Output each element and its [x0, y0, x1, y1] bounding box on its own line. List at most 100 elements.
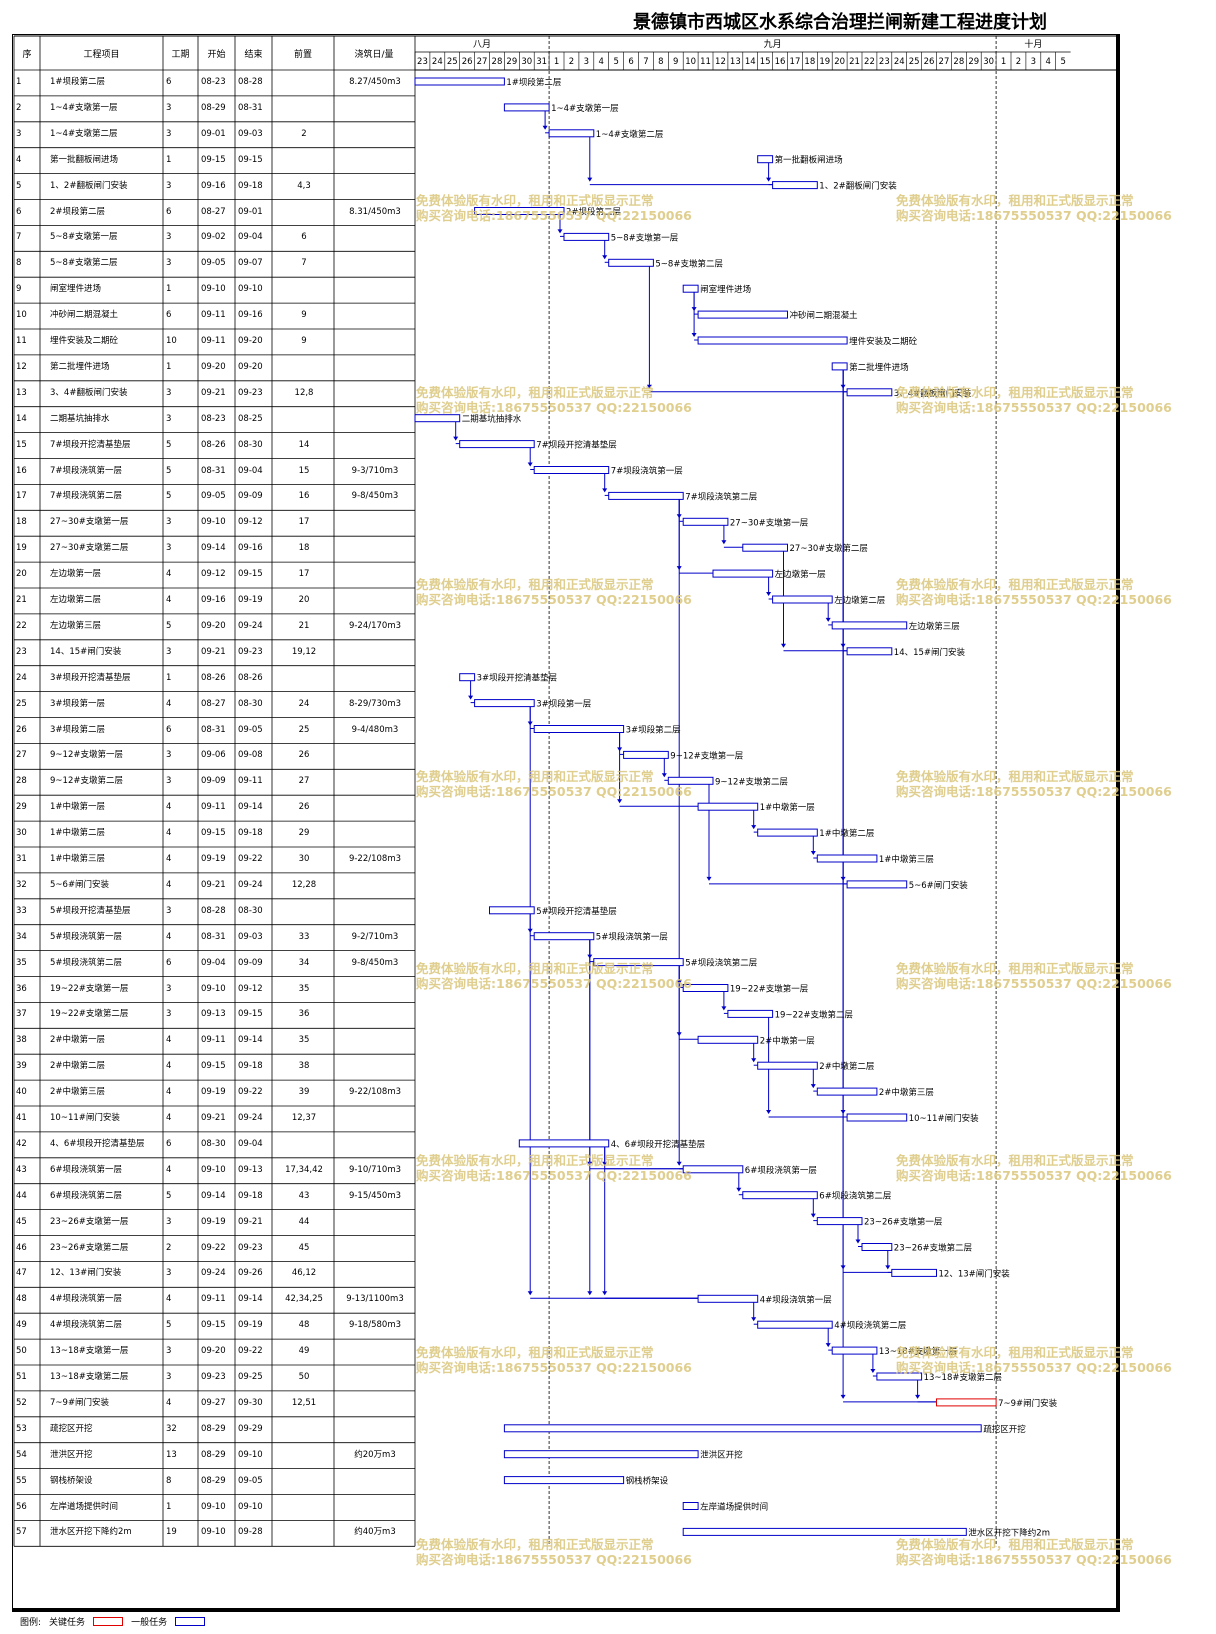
task-bar-label: 闸室埋件进场	[700, 284, 751, 295]
col-header-start[interactable]: 开始	[207, 50, 226, 60]
task-bar[interactable]	[772, 181, 818, 190]
cell-name: 2#中墩第一层	[50, 1035, 106, 1046]
task-bar[interactable]	[936, 1398, 997, 1407]
cell-dur: 10	[166, 336, 177, 346]
task-bar[interactable]	[533, 932, 595, 941]
task-bar[interactable]	[503, 1476, 625, 1485]
task-bar[interactable]	[503, 1424, 982, 1433]
task-bar-label: 27~30#支墩第二层	[790, 543, 868, 554]
task-bar[interactable]	[503, 1450, 699, 1459]
task-bar[interactable]	[563, 232, 610, 241]
task-bar-label: 7#坝段浇筑第二层	[685, 491, 757, 502]
task-bar[interactable]	[697, 310, 788, 319]
task-bar[interactable]	[891, 1268, 937, 1277]
task-bar-label: 1#中墩第一层	[760, 802, 815, 813]
watermark-line1: 免费体验版有水印，租用和正式版显示正常	[896, 769, 1134, 784]
task-bar-label: 第一批翻板闸进场	[775, 155, 843, 166]
task-bar-label: 左岸道场提供时间	[700, 1502, 768, 1513]
task-bar[interactable]	[474, 207, 565, 215]
task-bar[interactable]	[846, 1113, 908, 1122]
task-bar[interactable]	[533, 725, 625, 733]
cell-pour: 9-22/108m3	[348, 854, 402, 864]
watermark-line1: 免费体验版有水印，租用和正式版显示正常	[416, 1537, 654, 1552]
cell-pred	[275, 898, 333, 925]
task-bar[interactable]	[697, 1294, 759, 1303]
cell-end: 09-18	[238, 180, 263, 191]
task-bar[interactable]	[503, 103, 550, 112]
task-bar[interactable]	[757, 155, 774, 164]
task-bar[interactable]	[816, 1217, 863, 1226]
cell-name: 5#坝段浇筑第二层	[50, 957, 123, 968]
cell-id: 10	[16, 310, 27, 321]
task-bar[interactable]	[474, 699, 535, 708]
cell-pred: 17	[298, 569, 310, 580]
task-bar[interactable]	[757, 1061, 818, 1070]
task-bar[interactable]	[697, 336, 848, 345]
task-bar[interactable]	[459, 673, 476, 682]
task-bar[interactable]	[846, 388, 893, 397]
task-bar[interactable]	[846, 880, 908, 889]
task-bar[interactable]	[697, 1035, 759, 1044]
task-bar[interactable]	[682, 1527, 967, 1536]
task-bar[interactable]	[623, 750, 669, 759]
task-bar[interactable]	[757, 1320, 833, 1329]
col-header-pour[interactable]: 浇筑日/量	[354, 50, 394, 60]
day-label: 17	[790, 57, 801, 67]
cell-id: 41	[16, 1113, 27, 1123]
cell-dur: 3	[166, 750, 172, 761]
task-bar[interactable]	[682, 284, 699, 293]
day-label: 2	[569, 57, 574, 67]
task-bar[interactable]	[876, 1372, 923, 1381]
cell-start: 09-04	[201, 957, 226, 968]
col-header-seq[interactable]: 序	[22, 50, 32, 60]
task-bar[interactable]	[831, 362, 848, 371]
task-bar[interactable]	[414, 414, 461, 423]
task-bar[interactable]	[772, 595, 833, 604]
task-bar[interactable]	[861, 1243, 893, 1251]
task-bar[interactable]	[831, 621, 908, 630]
cell-id: 18	[16, 517, 27, 528]
task-bar[interactable]	[727, 1009, 774, 1018]
task-bar[interactable]	[548, 129, 595, 138]
cell-end: 09-22	[238, 1346, 263, 1357]
task-bar[interactable]	[682, 517, 729, 526]
cell-end: 09-20	[238, 336, 263, 346]
col-header-name[interactable]: 工程项目	[83, 50, 120, 60]
cell-start: 08-29	[201, 1475, 226, 1486]
col-header-dur[interactable]: 工期	[171, 50, 190, 60]
task-bar[interactable]	[742, 543, 788, 552]
day-label: 4	[599, 57, 604, 67]
task-bar[interactable]	[816, 1087, 878, 1096]
task-bar[interactable]	[608, 258, 654, 267]
task-bar[interactable]	[682, 1165, 744, 1174]
task-bar[interactable]	[518, 1139, 610, 1148]
task-bar[interactable]	[831, 1346, 878, 1355]
col-header-pred[interactable]: 前置	[293, 50, 312, 60]
task-bar[interactable]	[816, 854, 878, 863]
task-bar[interactable]	[608, 491, 684, 500]
task-bar[interactable]	[667, 776, 714, 785]
task-bar[interactable]	[682, 984, 729, 992]
task-bar-label: 14、15#闸门安装	[894, 647, 966, 658]
task-bar[interactable]	[757, 828, 818, 837]
task-bar[interactable]	[593, 958, 684, 967]
task-bar[interactable]	[712, 569, 774, 578]
col-header-end[interactable]: 结束	[244, 50, 263, 60]
cell-start: 08-29	[201, 1423, 226, 1434]
task-bar[interactable]	[697, 802, 759, 811]
task-bar[interactable]	[414, 77, 505, 86]
task-bar[interactable]	[682, 1502, 699, 1510]
task-bar[interactable]	[489, 906, 535, 915]
cell-id: 55	[16, 1475, 27, 1486]
task-bar[interactable]	[846, 647, 893, 656]
task-bar[interactable]	[459, 440, 535, 449]
cell-name: 9~12#支墩第一层	[50, 750, 123, 761]
day-label: 1	[1001, 57, 1006, 67]
cell-id: 46	[16, 1242, 27, 1253]
task-bar[interactable]	[533, 466, 610, 474]
cell-id: 47	[16, 1268, 27, 1279]
cell-name: 6#坝段浇筑第一层	[50, 1164, 123, 1175]
cell-start: 09-05	[201, 491, 226, 502]
task-bar[interactable]	[742, 1191, 818, 1200]
cell-end: 09-12	[238, 983, 263, 994]
